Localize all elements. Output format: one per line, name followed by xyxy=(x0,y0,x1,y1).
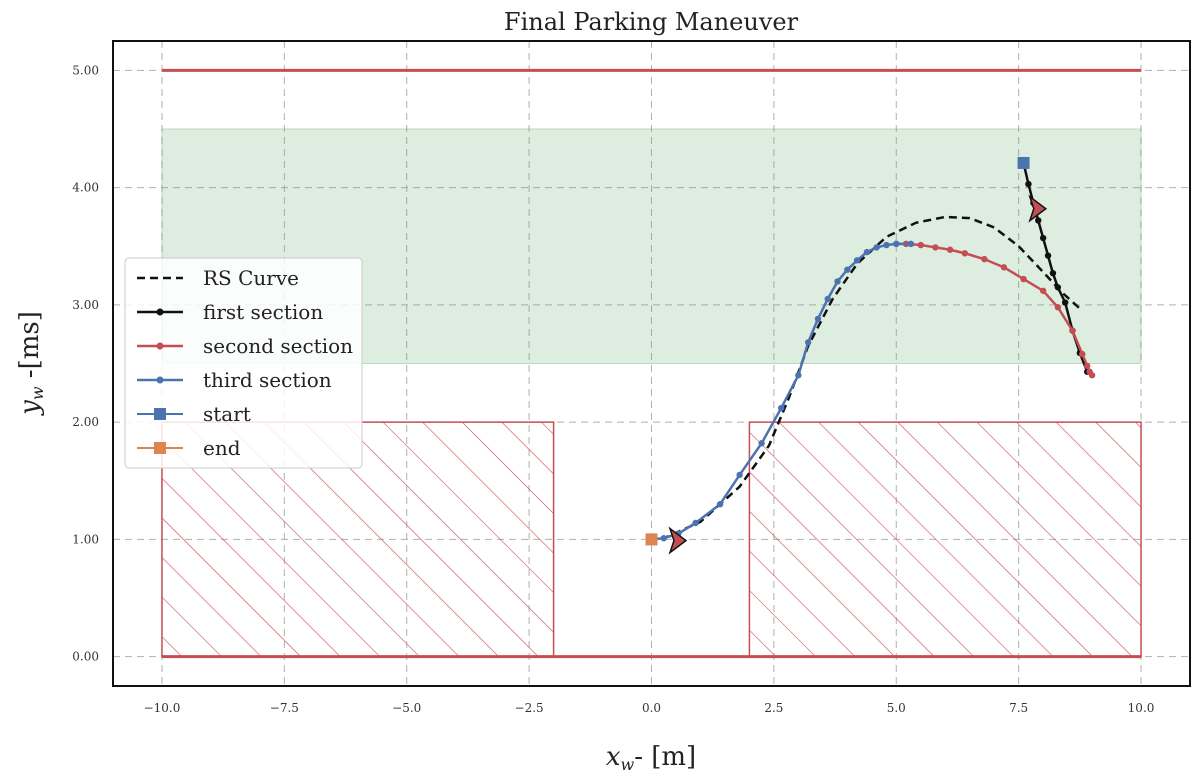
first-section-point xyxy=(1054,284,1062,291)
third-section-point xyxy=(795,372,802,379)
first-section-point xyxy=(1025,180,1032,188)
first-section-point xyxy=(1049,270,1057,277)
third-section-point xyxy=(814,315,822,323)
third-section-point xyxy=(824,295,831,303)
legend-marker xyxy=(156,376,164,384)
third-section-point xyxy=(834,278,841,285)
legend-entry-label: RS Curve xyxy=(203,266,299,290)
y-axis-ticks: 0.00 1.00 2.00 3.00 4.00 5.00 xyxy=(72,63,99,663)
third-section-point xyxy=(736,471,743,479)
x-axis-ticks: −10.0 −7.5 −5.0 −2.5 0.0 2.5 5.0 7.5 10.0 xyxy=(144,701,1155,715)
x-tick-label: −5.0 xyxy=(392,701,421,715)
x-tick-label: 0.0 xyxy=(642,701,661,715)
third-section-point xyxy=(893,240,900,248)
legend-marker xyxy=(154,442,166,454)
y-tick-label: 5.00 xyxy=(72,63,99,77)
first-section-point xyxy=(1035,217,1042,224)
x-axis-label: xw- [m] xyxy=(606,742,696,774)
series-layer xyxy=(645,156,1096,555)
legend: RS Curve first section second section third… xyxy=(124,257,363,469)
arrow-head-shape xyxy=(1028,194,1048,223)
third-section-point xyxy=(844,266,851,273)
y-tick-label: 0.00 xyxy=(72,650,99,664)
third-section-point xyxy=(873,244,880,251)
third-section-point xyxy=(660,535,667,542)
second-section-point xyxy=(932,244,939,251)
third-section-point xyxy=(907,240,915,248)
second-section-point xyxy=(946,246,954,253)
chart-title: Final Parking Maneuver xyxy=(504,8,799,36)
second-section-point xyxy=(981,255,988,263)
start-marker xyxy=(1017,156,1030,169)
second-section-point xyxy=(1000,264,1008,271)
direction-arrow-icon xyxy=(1028,194,1048,223)
third-section-point xyxy=(853,257,861,264)
x-tick-label: −10.0 xyxy=(144,701,181,715)
arrow-head-shape xyxy=(668,526,688,555)
legend-box xyxy=(124,257,363,469)
legend-marker xyxy=(154,408,166,420)
legend-entry-label: start xyxy=(203,402,251,426)
first-section-point xyxy=(1039,234,1047,242)
legend-entry-label: end xyxy=(203,436,241,460)
x-tick-label: −7.5 xyxy=(270,701,299,715)
second-section-point xyxy=(961,250,969,257)
plot-frame xyxy=(112,40,1191,687)
second-section-point xyxy=(1079,350,1086,358)
x-tick-label: 7.5 xyxy=(1009,701,1028,715)
third-section-point xyxy=(758,440,765,447)
second-section-line xyxy=(896,242,1094,376)
second-section-point xyxy=(1054,304,1062,311)
second-section-point xyxy=(1020,275,1027,283)
legend-marker xyxy=(156,308,164,316)
x-tick-label: 2.5 xyxy=(764,701,783,715)
second-section-point xyxy=(1086,368,1093,375)
third-section-point xyxy=(716,501,724,508)
y-tick-label: 4.00 xyxy=(72,181,99,195)
third-section-point xyxy=(863,248,871,256)
first-section-point xyxy=(1044,252,1052,259)
y-tick-label: 2.00 xyxy=(72,415,99,429)
x-tick-label: 10.0 xyxy=(1128,701,1155,715)
x-tick-label: 5.0 xyxy=(887,701,906,715)
second-section-point xyxy=(1069,327,1076,334)
legend-entry-label: second section xyxy=(203,334,353,358)
first-section-point xyxy=(1061,299,1069,306)
legend-marker xyxy=(156,342,164,350)
second-section-point xyxy=(1083,362,1091,370)
y-tick-label: 1.00 xyxy=(72,532,99,546)
third-section-point xyxy=(804,339,812,346)
legend-entry-label: third section xyxy=(203,368,332,392)
end-marker xyxy=(645,533,658,546)
x-tick-label: −2.5 xyxy=(515,701,544,715)
third-section-point xyxy=(778,404,785,412)
direction-arrow-icon xyxy=(668,526,688,555)
y-axis-label: yw -[ms] xyxy=(15,311,47,416)
obstacle-region xyxy=(748,421,1142,658)
second-section-point xyxy=(1039,287,1047,294)
y-tick-label: 3.00 xyxy=(72,298,99,312)
second-section-point xyxy=(917,241,924,249)
legend-entry-label: first section xyxy=(203,300,323,324)
third-section-point xyxy=(692,519,699,527)
third-section-point xyxy=(883,241,890,249)
